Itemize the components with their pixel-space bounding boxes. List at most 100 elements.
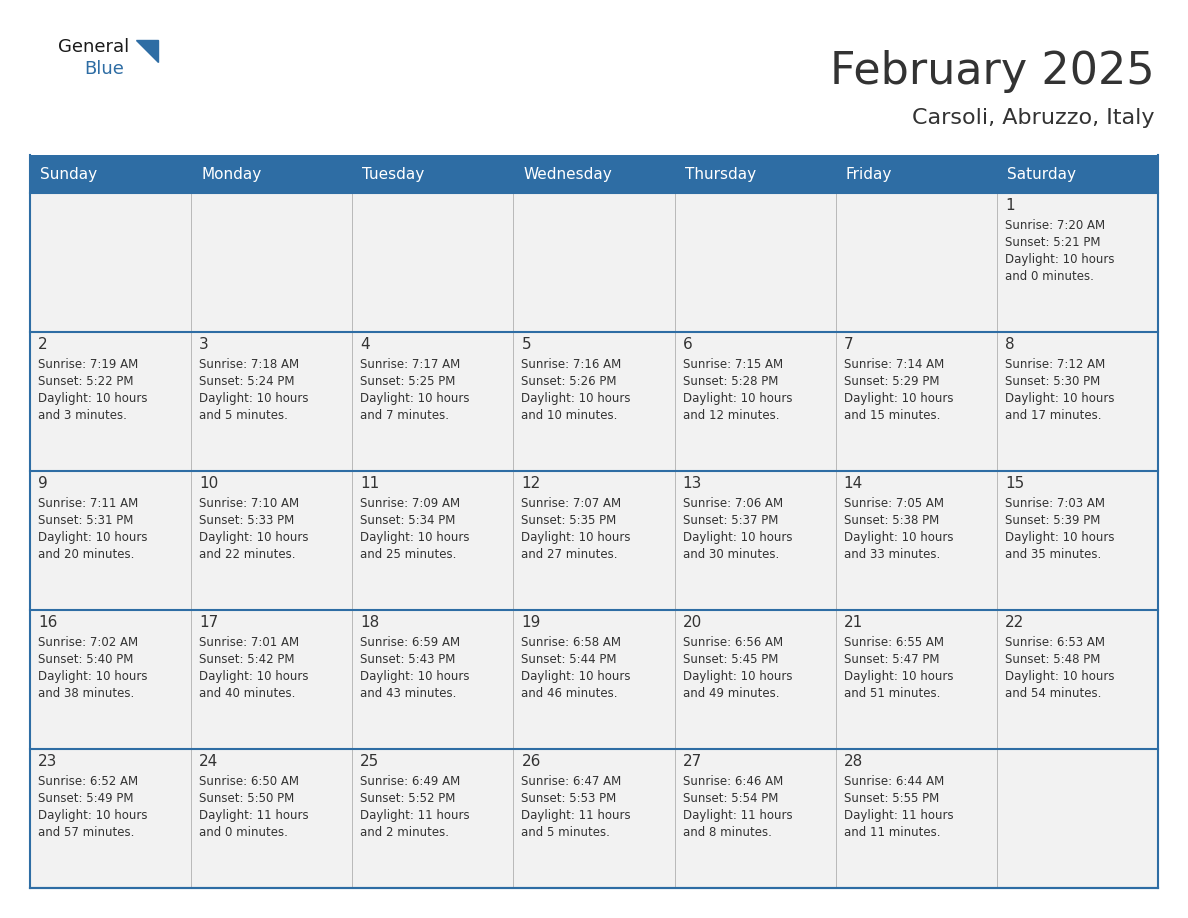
Text: Sunset: 5:31 PM: Sunset: 5:31 PM (38, 514, 133, 527)
Text: Sunrise: 7:17 AM: Sunrise: 7:17 AM (360, 358, 461, 371)
Text: Thursday: Thursday (684, 166, 756, 182)
Text: Daylight: 10 hours: Daylight: 10 hours (200, 392, 309, 405)
Text: Sunrise: 7:01 AM: Sunrise: 7:01 AM (200, 636, 299, 649)
Text: and 57 minutes.: and 57 minutes. (38, 826, 134, 839)
Bar (675, 749, 835, 888)
Text: 22: 22 (1005, 615, 1024, 630)
Text: Sunset: 5:40 PM: Sunset: 5:40 PM (38, 653, 133, 666)
Bar (835, 193, 997, 332)
Text: Tuesday: Tuesday (362, 166, 424, 182)
Text: Carsoli, Abruzzo, Italy: Carsoli, Abruzzo, Italy (912, 108, 1155, 128)
Text: and 38 minutes.: and 38 minutes. (38, 687, 134, 700)
Bar (835, 332, 997, 471)
Text: Daylight: 10 hours: Daylight: 10 hours (38, 531, 147, 544)
Text: Sunrise: 7:11 AM: Sunrise: 7:11 AM (38, 497, 138, 510)
Text: Sunset: 5:48 PM: Sunset: 5:48 PM (1005, 653, 1100, 666)
Text: Sunset: 5:43 PM: Sunset: 5:43 PM (360, 653, 456, 666)
Text: Sunrise: 7:02 AM: Sunrise: 7:02 AM (38, 636, 138, 649)
Text: 1: 1 (1005, 198, 1015, 213)
Text: Sunset: 5:53 PM: Sunset: 5:53 PM (522, 792, 617, 805)
Polygon shape (135, 40, 158, 62)
Text: Daylight: 10 hours: Daylight: 10 hours (683, 531, 792, 544)
Text: and 22 minutes.: and 22 minutes. (200, 548, 296, 561)
Text: General: General (58, 38, 129, 56)
Text: Sunrise: 7:18 AM: Sunrise: 7:18 AM (200, 358, 299, 371)
Text: and 5 minutes.: and 5 minutes. (522, 826, 611, 839)
Text: 5: 5 (522, 337, 531, 352)
Text: Sunrise: 7:20 AM: Sunrise: 7:20 AM (1005, 219, 1105, 232)
Text: Sunrise: 7:16 AM: Sunrise: 7:16 AM (522, 358, 621, 371)
Text: Daylight: 10 hours: Daylight: 10 hours (38, 392, 147, 405)
Text: Daylight: 10 hours: Daylight: 10 hours (1005, 392, 1114, 405)
Text: and 35 minutes.: and 35 minutes. (1005, 548, 1101, 561)
Text: 9: 9 (38, 476, 48, 491)
Bar (997, 749, 1158, 888)
Text: Sunrise: 6:49 AM: Sunrise: 6:49 AM (360, 775, 461, 788)
Text: Wednesday: Wednesday (524, 166, 612, 182)
Text: Daylight: 10 hours: Daylight: 10 hours (683, 670, 792, 683)
Text: Sunset: 5:38 PM: Sunset: 5:38 PM (843, 514, 939, 527)
Text: Sunrise: 7:15 AM: Sunrise: 7:15 AM (683, 358, 783, 371)
Text: 6: 6 (683, 337, 693, 352)
Text: Sunrise: 6:56 AM: Sunrise: 6:56 AM (683, 636, 783, 649)
Text: and 5 minutes.: and 5 minutes. (200, 409, 287, 422)
Text: and 20 minutes.: and 20 minutes. (38, 548, 134, 561)
Text: Sunrise: 7:14 AM: Sunrise: 7:14 AM (843, 358, 944, 371)
Text: Sunrise: 7:06 AM: Sunrise: 7:06 AM (683, 497, 783, 510)
Bar (513, 471, 675, 610)
Text: Sunrise: 6:44 AM: Sunrise: 6:44 AM (843, 775, 944, 788)
Text: Sunset: 5:21 PM: Sunset: 5:21 PM (1005, 236, 1100, 249)
Bar (191, 471, 353, 610)
Text: Sunrise: 7:12 AM: Sunrise: 7:12 AM (1005, 358, 1105, 371)
Text: Daylight: 10 hours: Daylight: 10 hours (522, 670, 631, 683)
Bar (513, 610, 675, 749)
Bar (353, 610, 513, 749)
Bar (353, 332, 513, 471)
Text: Sunrise: 6:55 AM: Sunrise: 6:55 AM (843, 636, 943, 649)
Bar (997, 193, 1158, 332)
Text: Sunset: 5:35 PM: Sunset: 5:35 PM (522, 514, 617, 527)
Text: Sunrise: 7:10 AM: Sunrise: 7:10 AM (200, 497, 299, 510)
Bar (997, 610, 1158, 749)
Text: Daylight: 10 hours: Daylight: 10 hours (1005, 253, 1114, 266)
Text: and 33 minutes.: and 33 minutes. (843, 548, 940, 561)
Text: and 40 minutes.: and 40 minutes. (200, 687, 296, 700)
Text: Sunrise: 7:09 AM: Sunrise: 7:09 AM (360, 497, 461, 510)
Text: and 25 minutes.: and 25 minutes. (360, 548, 456, 561)
Text: 15: 15 (1005, 476, 1024, 491)
Text: Sunrise: 6:47 AM: Sunrise: 6:47 AM (522, 775, 621, 788)
Text: and 30 minutes.: and 30 minutes. (683, 548, 779, 561)
Text: Daylight: 10 hours: Daylight: 10 hours (38, 809, 147, 822)
Text: Daylight: 10 hours: Daylight: 10 hours (38, 670, 147, 683)
Text: and 54 minutes.: and 54 minutes. (1005, 687, 1101, 700)
Text: 27: 27 (683, 754, 702, 769)
Text: Sunrise: 7:19 AM: Sunrise: 7:19 AM (38, 358, 138, 371)
Text: Sunrise: 6:53 AM: Sunrise: 6:53 AM (1005, 636, 1105, 649)
Bar (675, 471, 835, 610)
Text: Sunrise: 6:59 AM: Sunrise: 6:59 AM (360, 636, 461, 649)
Text: Monday: Monday (201, 166, 261, 182)
Text: 4: 4 (360, 337, 369, 352)
Text: Sunrise: 6:50 AM: Sunrise: 6:50 AM (200, 775, 299, 788)
Text: Daylight: 10 hours: Daylight: 10 hours (843, 392, 953, 405)
Text: Daylight: 10 hours: Daylight: 10 hours (360, 531, 469, 544)
Text: Daylight: 10 hours: Daylight: 10 hours (200, 531, 309, 544)
Bar (30, 193, 191, 332)
Bar (513, 332, 675, 471)
Text: Sunrise: 6:52 AM: Sunrise: 6:52 AM (38, 775, 138, 788)
Text: Sunset: 5:39 PM: Sunset: 5:39 PM (1005, 514, 1100, 527)
Text: 8: 8 (1005, 337, 1015, 352)
Text: 23: 23 (38, 754, 57, 769)
Text: Sunset: 5:47 PM: Sunset: 5:47 PM (843, 653, 940, 666)
Text: Sunset: 5:22 PM: Sunset: 5:22 PM (38, 375, 133, 388)
Text: Sunset: 5:29 PM: Sunset: 5:29 PM (843, 375, 940, 388)
Text: Daylight: 10 hours: Daylight: 10 hours (522, 531, 631, 544)
Bar (997, 471, 1158, 610)
Text: 26: 26 (522, 754, 541, 769)
Text: and 17 minutes.: and 17 minutes. (1005, 409, 1101, 422)
Text: Daylight: 10 hours: Daylight: 10 hours (360, 670, 469, 683)
Text: and 15 minutes.: and 15 minutes. (843, 409, 940, 422)
Text: Daylight: 10 hours: Daylight: 10 hours (200, 670, 309, 683)
Text: and 46 minutes.: and 46 minutes. (522, 687, 618, 700)
Text: Sunset: 5:34 PM: Sunset: 5:34 PM (360, 514, 456, 527)
